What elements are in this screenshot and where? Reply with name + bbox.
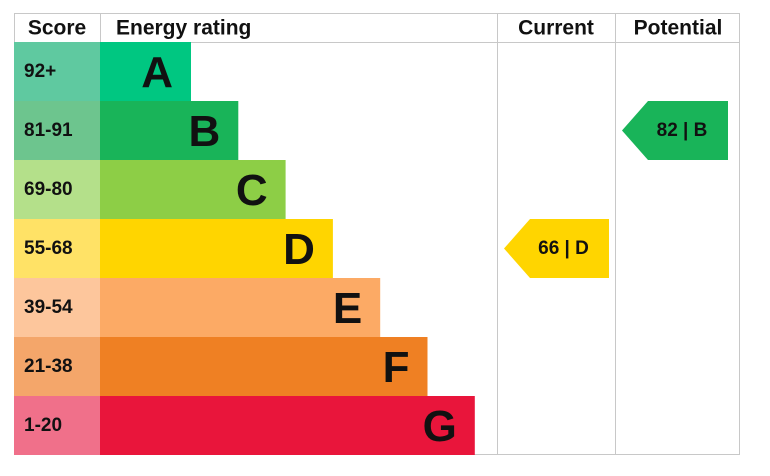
score-cell — [14, 219, 100, 278]
rating-bar — [100, 160, 286, 219]
score-cell — [14, 337, 100, 396]
current-arrow — [504, 219, 609, 278]
score-cell — [14, 396, 100, 455]
score-label: 55-68 — [24, 238, 73, 259]
score-label: 92+ — [24, 61, 56, 82]
rating-bar — [100, 337, 428, 396]
rating-bar — [100, 278, 381, 337]
band-letter: F — [383, 343, 410, 392]
band-letter: C — [236, 166, 268, 215]
score-label: 1-20 — [24, 415, 62, 436]
band-letter: A — [141, 48, 173, 97]
header-score: Score — [28, 17, 86, 40]
band-letter: B — [189, 107, 221, 156]
band-letter: D — [283, 225, 315, 274]
header-potential: Potential — [634, 17, 723, 40]
potential-label: 82 | B — [657, 120, 708, 141]
score-label: 81-91 — [24, 120, 73, 141]
rating-bar — [100, 396, 475, 455]
score-label: 69-80 — [24, 179, 73, 200]
rating-bar — [100, 219, 333, 278]
potential-arrow — [622, 101, 728, 160]
score-cell — [14, 160, 100, 219]
rating-bar — [100, 101, 239, 160]
header-current: Current — [518, 17, 594, 40]
band-letter: E — [333, 284, 362, 333]
current-label: 66 | D — [538, 238, 589, 259]
score-cell — [14, 278, 100, 337]
score-cell — [14, 101, 100, 160]
band-letter: G — [423, 402, 457, 451]
score-cell — [14, 42, 100, 101]
score-label: 21-38 — [24, 356, 73, 377]
score-label: 39-54 — [24, 297, 73, 318]
header-rating: Energy rating — [116, 17, 251, 40]
rating-bar — [100, 42, 191, 101]
